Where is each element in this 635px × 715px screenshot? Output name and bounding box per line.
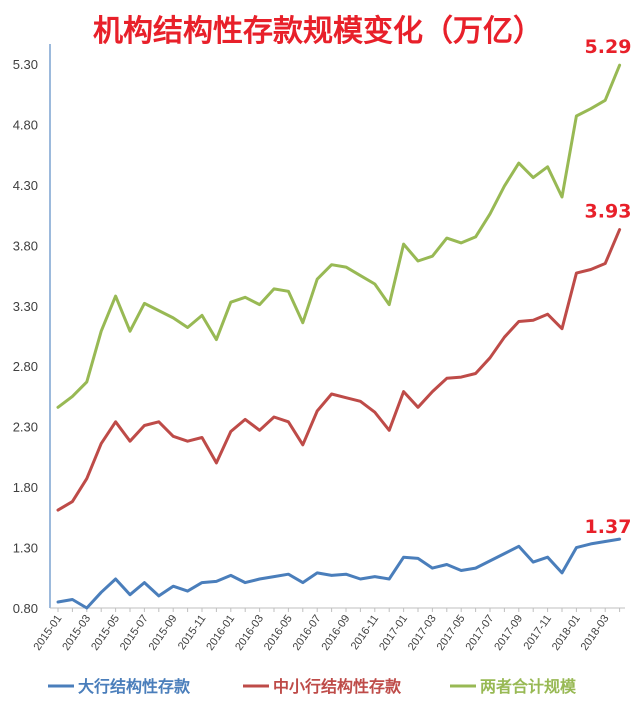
end-value-label: 1.37 [585, 516, 632, 538]
y-tick-label: 1.80 [13, 480, 38, 495]
x-tick-label: 2016-07 [291, 613, 324, 653]
x-tick-label: 2015-07 [118, 613, 151, 653]
end-labels: 1.37 3.93 5.29 [585, 36, 632, 538]
y-tick-label: 0.80 [13, 601, 38, 616]
y-tick-label: 5.30 [13, 57, 38, 72]
y-tick-label: 2.30 [13, 420, 38, 435]
series-line [56, 63, 622, 409]
x-tick-label: 2017-05 [435, 613, 468, 653]
y-tick-label: 1.30 [13, 541, 38, 556]
x-tick-label: 2016-03 [233, 613, 266, 653]
legend-label: 大行结构性存款 [78, 677, 191, 696]
x-tick-label: 2017-09 [492, 613, 525, 653]
y-tick-label: 2.80 [13, 359, 38, 374]
x-tick-label: 2016-05 [262, 613, 295, 653]
y-tick-label: 3.30 [13, 299, 38, 314]
y-tick-label: 4.30 [13, 178, 38, 193]
x-tick-label: 2017-07 [463, 613, 496, 653]
x-tick-label: 2015-01 [31, 613, 64, 653]
series-line [56, 228, 622, 512]
series-line [56, 537, 622, 610]
x-tick-label: 2017-03 [406, 613, 439, 653]
x-tick-label: 2015-03 [60, 613, 93, 653]
legend-label: 中小行结构性存款 [273, 677, 402, 696]
legend-label: 两者合计规模 [480, 677, 577, 696]
chart-title: 机构结构性存款规模变化（万亿） [93, 14, 543, 49]
x-tick-label: 2015-09 [147, 613, 180, 653]
x-tick-label: 2016-09 [319, 613, 352, 653]
y-axis-ticks: 0.80 1.30 1.80 2.30 2.80 3.30 3.80 4.30 4.80 5.30 [13, 57, 38, 616]
x-tick-label: 2018-01 [550, 613, 583, 653]
x-axis-ticks: 2015-012015-032015-052015-072015-092015-… [31, 608, 621, 653]
legend: 大行结构性存款 中小行结构性存款 两者合计规模 [48, 677, 577, 696]
x-tick-label: 2018-03 [579, 613, 612, 653]
y-tick-label: 4.80 [13, 117, 38, 132]
x-tick-label: 2017-01 [377, 613, 410, 653]
axes [49, 44, 625, 609]
series-lines [56, 63, 622, 610]
end-value-label: 3.93 [585, 201, 632, 223]
x-tick-label: 2016-01 [204, 613, 237, 653]
x-tick-label: 2015-05 [89, 613, 122, 653]
y-tick-label: 3.80 [13, 238, 38, 253]
end-value-label: 5.29 [585, 36, 632, 58]
